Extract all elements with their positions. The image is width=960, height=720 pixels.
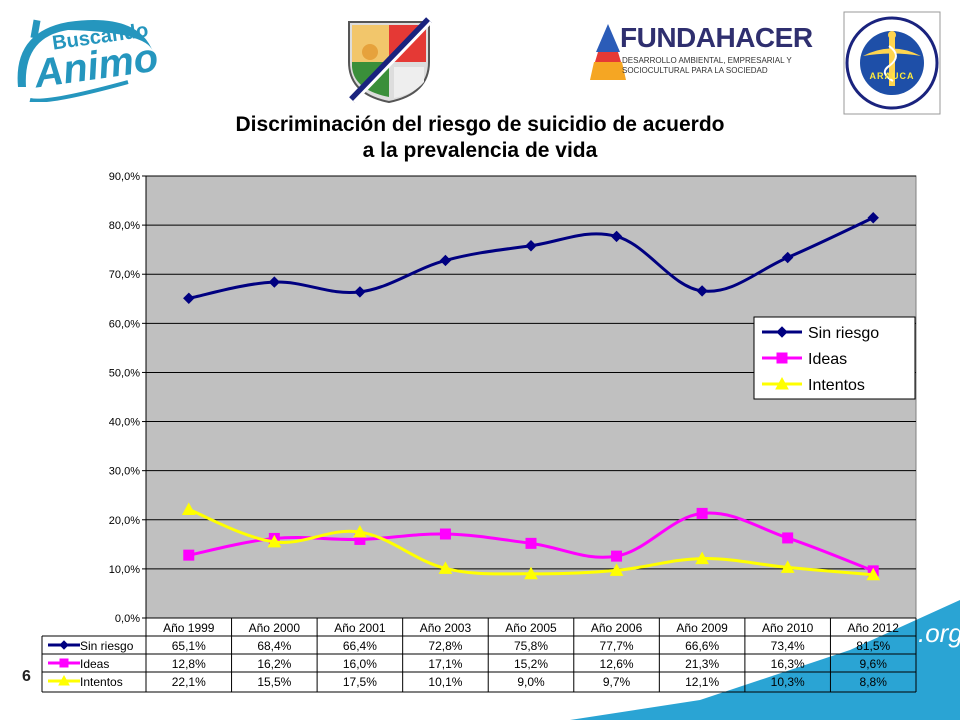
- data-label: 66,6%: [685, 639, 719, 653]
- data-label: 66,4%: [343, 639, 377, 653]
- org-text: .org: [918, 618, 960, 648]
- data-label: 15,2%: [514, 657, 548, 671]
- y-tick-label: 70,0%: [109, 269, 140, 281]
- data-label: 16,2%: [257, 657, 291, 671]
- data-point: [354, 286, 366, 298]
- data-point: [439, 254, 452, 267]
- fundahacer-name: FUNDAHACER: [620, 22, 813, 53]
- data-point: [267, 534, 282, 548]
- buscando-animo-logo: Buscando Animo: [8, 12, 161, 103]
- data-label: 12,6%: [600, 657, 634, 671]
- fundahacer-logo: FUNDAHACER DESARROLLO AMBIENTAL, EMPRESA…: [588, 18, 813, 88]
- page-number: 6: [22, 668, 31, 685]
- y-tick-label: 60,0%: [109, 318, 140, 330]
- health-unit-seal: ARAUCA: [843, 11, 941, 115]
- data-label: 68,4%: [257, 639, 291, 653]
- data-label: 10,1%: [428, 675, 462, 689]
- data-point: [524, 566, 538, 580]
- seal-inner-text: ARAUCA: [869, 71, 915, 81]
- chart-title-line-1: Discriminación del riesgo de suicidio de…: [235, 113, 725, 136]
- legend-swatch-marker: [775, 376, 789, 390]
- data-point: [609, 563, 624, 576]
- data-point: [525, 537, 537, 549]
- data-label: 8,8%: [860, 675, 888, 689]
- data-label: 81,5%: [856, 639, 890, 653]
- legend-label: Sin riesgo: [808, 325, 879, 342]
- data-point: [183, 292, 195, 304]
- data-label: 17,1%: [428, 657, 462, 671]
- data-label: 12,1%: [685, 675, 719, 689]
- data-label: 65,1%: [172, 639, 206, 653]
- data-point: [438, 561, 453, 574]
- data-point: [867, 212, 879, 224]
- y-tick-label: 80,0%: [109, 220, 140, 232]
- data-label: 15,5%: [257, 675, 291, 689]
- data-point: [439, 528, 451, 540]
- data-point: [780, 560, 795, 573]
- data-point: [782, 532, 794, 544]
- data-point: [353, 525, 367, 538]
- legend-swatch-marker: [776, 326, 788, 338]
- data-label: 77,7%: [600, 639, 634, 653]
- legend-label: Intentos: [808, 377, 865, 394]
- data-label: 72,8%: [428, 639, 462, 653]
- table-series-name: Ideas: [80, 657, 109, 671]
- data-label: 10,3%: [771, 675, 805, 689]
- table-series-marker: [59, 640, 69, 650]
- data-point: [695, 551, 709, 565]
- y-tick-label: 0,0%: [115, 613, 140, 625]
- x-tick-label: Año 2000: [249, 621, 301, 635]
- x-tick-label: Año 2005: [505, 621, 557, 635]
- table-series-marker: [59, 658, 69, 668]
- x-tick-label: Año 2009: [676, 621, 728, 635]
- data-point: [696, 507, 708, 519]
- data-label: 12,8%: [172, 657, 206, 671]
- data-label: 9,0%: [517, 675, 545, 689]
- data-point: [268, 276, 281, 288]
- coat-of-arms-logo: [344, 12, 434, 104]
- data-label: 22,1%: [172, 675, 206, 689]
- x-tick-label: Año 1999: [163, 621, 215, 635]
- data-point: [696, 285, 708, 297]
- table-series-name: Intentos: [80, 675, 123, 689]
- legend-swatch-marker: [776, 352, 788, 364]
- x-tick-label: Año 2001: [334, 621, 386, 635]
- y-tick-label: 40,0%: [109, 417, 140, 429]
- data-point: [181, 502, 196, 515]
- data-label: 21,3%: [685, 657, 719, 671]
- data-label: 16,3%: [771, 657, 805, 671]
- data-point: [781, 251, 794, 264]
- data-point: [610, 230, 623, 243]
- y-tick-label: 30,0%: [109, 466, 140, 478]
- table-series-marker: [58, 674, 70, 686]
- legend-label: Ideas: [808, 351, 847, 368]
- data-label: 17,5%: [343, 675, 377, 689]
- y-tick-label: 90,0%: [109, 171, 140, 183]
- data-point: [611, 550, 623, 562]
- chart-title: Discriminación del riesgo de suicidio de…: [150, 112, 810, 164]
- data-point: [183, 549, 195, 561]
- x-tick-label: Año 2010: [762, 621, 814, 635]
- x-tick-label: Año 2006: [591, 621, 643, 635]
- data-label: 75,8%: [514, 639, 548, 653]
- data-point: [525, 240, 537, 252]
- data-label: 16,0%: [343, 657, 377, 671]
- data-point: [866, 567, 881, 581]
- x-tick-label: Año 2012: [848, 621, 900, 635]
- y-tick-label: 10,0%: [109, 564, 140, 576]
- x-tick-label: Año 2003: [420, 621, 472, 635]
- fundahacer-subtitle-1: DESARROLLO AMBIENTAL, EMPRESARIAL Y: [622, 56, 792, 65]
- y-tick-label: 20,0%: [109, 515, 140, 527]
- y-tick-label: 50,0%: [109, 367, 140, 379]
- data-label: 9,7%: [603, 675, 631, 689]
- fundahacer-subtitle-2: SOCIOCULTURAL PARA LA SOCIEDAD: [622, 66, 768, 75]
- chart-title-line-2: a la prevalencia de vida: [362, 139, 598, 162]
- data-label: 73,4%: [771, 639, 805, 653]
- data-label: 9,6%: [860, 657, 888, 671]
- table-series-name: Sin riesgo: [80, 639, 134, 653]
